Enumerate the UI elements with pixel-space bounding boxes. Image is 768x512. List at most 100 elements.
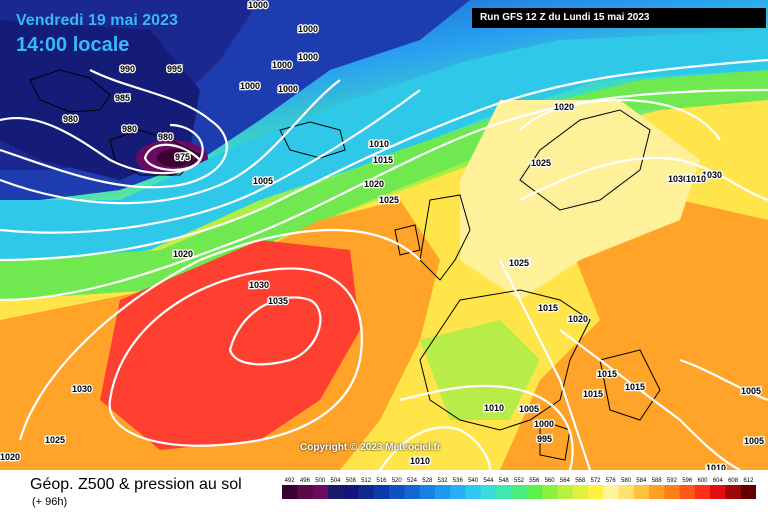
scale-swatch	[434, 485, 451, 499]
weather-map: 1000 1000 1000 1000 1000 1000 990 995 98…	[0, 0, 768, 470]
scale-label: 604	[713, 478, 724, 484]
scale-swatch	[541, 485, 558, 499]
isobar-label: 1025	[45, 435, 65, 445]
isobar-label: 1000	[298, 52, 318, 62]
scale-label: 528	[422, 478, 433, 484]
scale-label: 548	[499, 478, 510, 484]
isobar-label: 1020	[364, 179, 384, 189]
isobar-label: 1005	[253, 176, 273, 186]
forecast-date: Vendredi 19 mai 2023	[16, 12, 178, 29]
isobar-label: 1030	[72, 384, 92, 394]
isobar-labels: 1000 1000 1000 1000 1000 1000 990 995 98…	[0, 0, 765, 470]
scale-label: 588	[652, 478, 663, 484]
isobar-label: 1000	[278, 84, 298, 94]
footer: Géop. Z500 & pression au sol (+ 96h) 492…	[0, 470, 768, 512]
scale-label: 492	[285, 478, 296, 484]
band-light-yellow	[460, 100, 700, 300]
scale-swatch	[373, 485, 390, 499]
scale-swatch	[603, 485, 619, 499]
band-dark-navy	[0, 20, 200, 180]
isobar-label: 1010	[686, 174, 706, 184]
scale-swatch	[633, 485, 650, 499]
scale-label: 508	[346, 478, 357, 484]
isobar-label: 995	[167, 64, 182, 74]
scale-label: 584	[636, 478, 647, 484]
scale-swatch	[679, 485, 696, 499]
scale-swatch	[572, 485, 589, 499]
band-green	[0, 70, 768, 300]
isobar-label: 1025	[510, 258, 530, 268]
isobar-label: 980	[158, 132, 173, 142]
isobar-lines	[0, 58, 768, 470]
isobar-label: 1005	[741, 386, 761, 396]
scale-swatch	[358, 485, 375, 499]
band-green-iberia	[420, 320, 540, 420]
scale-swatch	[694, 485, 711, 499]
scale-label: 612	[743, 478, 754, 484]
scale-label: 532	[437, 478, 448, 484]
scale-swatch	[664, 485, 681, 499]
scale-swatch	[389, 485, 405, 499]
forecast-time: 14:00 locale	[16, 34, 130, 56]
scale-label: 524	[407, 478, 418, 484]
scale-swatch	[725, 485, 742, 499]
isobar-label: 1010	[484, 403, 504, 413]
scale-label: 596	[682, 478, 693, 484]
scale-label: 600	[697, 478, 708, 484]
copyright: Copyright © 2023 Meteociel.fr	[300, 442, 441, 453]
scale-swatch	[419, 485, 436, 499]
isobar-label: 1000	[272, 60, 292, 70]
scale-swatch	[312, 485, 329, 499]
isobar-label: 1030	[249, 280, 269, 290]
isobar-label: 1000	[248, 0, 268, 10]
scale-swatch	[327, 485, 344, 499]
scale-swatch	[297, 485, 314, 499]
scale-swatch	[480, 485, 497, 499]
isobar-label: 1030	[702, 170, 722, 180]
scale-label: 608	[728, 478, 739, 484]
scale-label: 592	[667, 478, 678, 484]
isobar-label: 1025	[531, 158, 551, 168]
isobar-label: 1020	[173, 249, 193, 259]
scale-label: 520	[392, 478, 403, 484]
scale-label: 564	[560, 478, 571, 484]
scale-label: 568	[575, 478, 586, 484]
scale-label: 560	[545, 478, 556, 484]
scale-swatch	[511, 485, 528, 499]
scale-label: 512	[361, 478, 372, 484]
scale-swatch	[496, 485, 512, 499]
isobar-label: 1015	[625, 382, 645, 392]
scale-swatch	[710, 485, 726, 499]
isobar-label: 1020	[0, 452, 20, 462]
scale-swatch	[343, 485, 359, 499]
isobar-label: 975	[175, 152, 190, 162]
scale-swatch	[450, 485, 466, 499]
isobar-label: 1005	[744, 436, 764, 446]
scale-label: 504	[330, 478, 341, 484]
run-info: Run GFS 12 Z du Lundi 15 mai 2023	[472, 8, 766, 28]
isobar-label: 1015	[538, 303, 558, 313]
scale-label: 580	[621, 478, 632, 484]
isobar-label: 1030	[668, 174, 688, 184]
isobar-label: 1015	[597, 369, 617, 379]
scale-swatch	[526, 485, 543, 499]
isobar-label: 1005	[519, 404, 539, 414]
isobar-label: 1015	[583, 389, 603, 399]
scale-label: 556	[529, 478, 540, 484]
low-core-dark	[157, 149, 193, 167]
scale-label: 500	[315, 478, 326, 484]
isobar-label: 1025	[379, 195, 399, 205]
scale-swatch	[282, 485, 298, 499]
isobar-label: 980	[63, 114, 78, 124]
scale-swatch	[587, 485, 604, 499]
isobar-label: 985	[115, 93, 130, 103]
isobar-label: 990	[120, 64, 135, 74]
scale-swatch	[618, 485, 635, 499]
scale-label: 496	[300, 478, 311, 484]
isobar-label: 995	[537, 434, 552, 444]
color-scale: 492 496 500 504 508 512 516 520 524 528 532 536 540 5…	[282, 478, 756, 499]
scale-label: 536	[453, 478, 464, 484]
scale-swatch	[465, 485, 482, 499]
isobar-label: 1010	[369, 139, 389, 149]
scale-label: 552	[514, 478, 525, 484]
